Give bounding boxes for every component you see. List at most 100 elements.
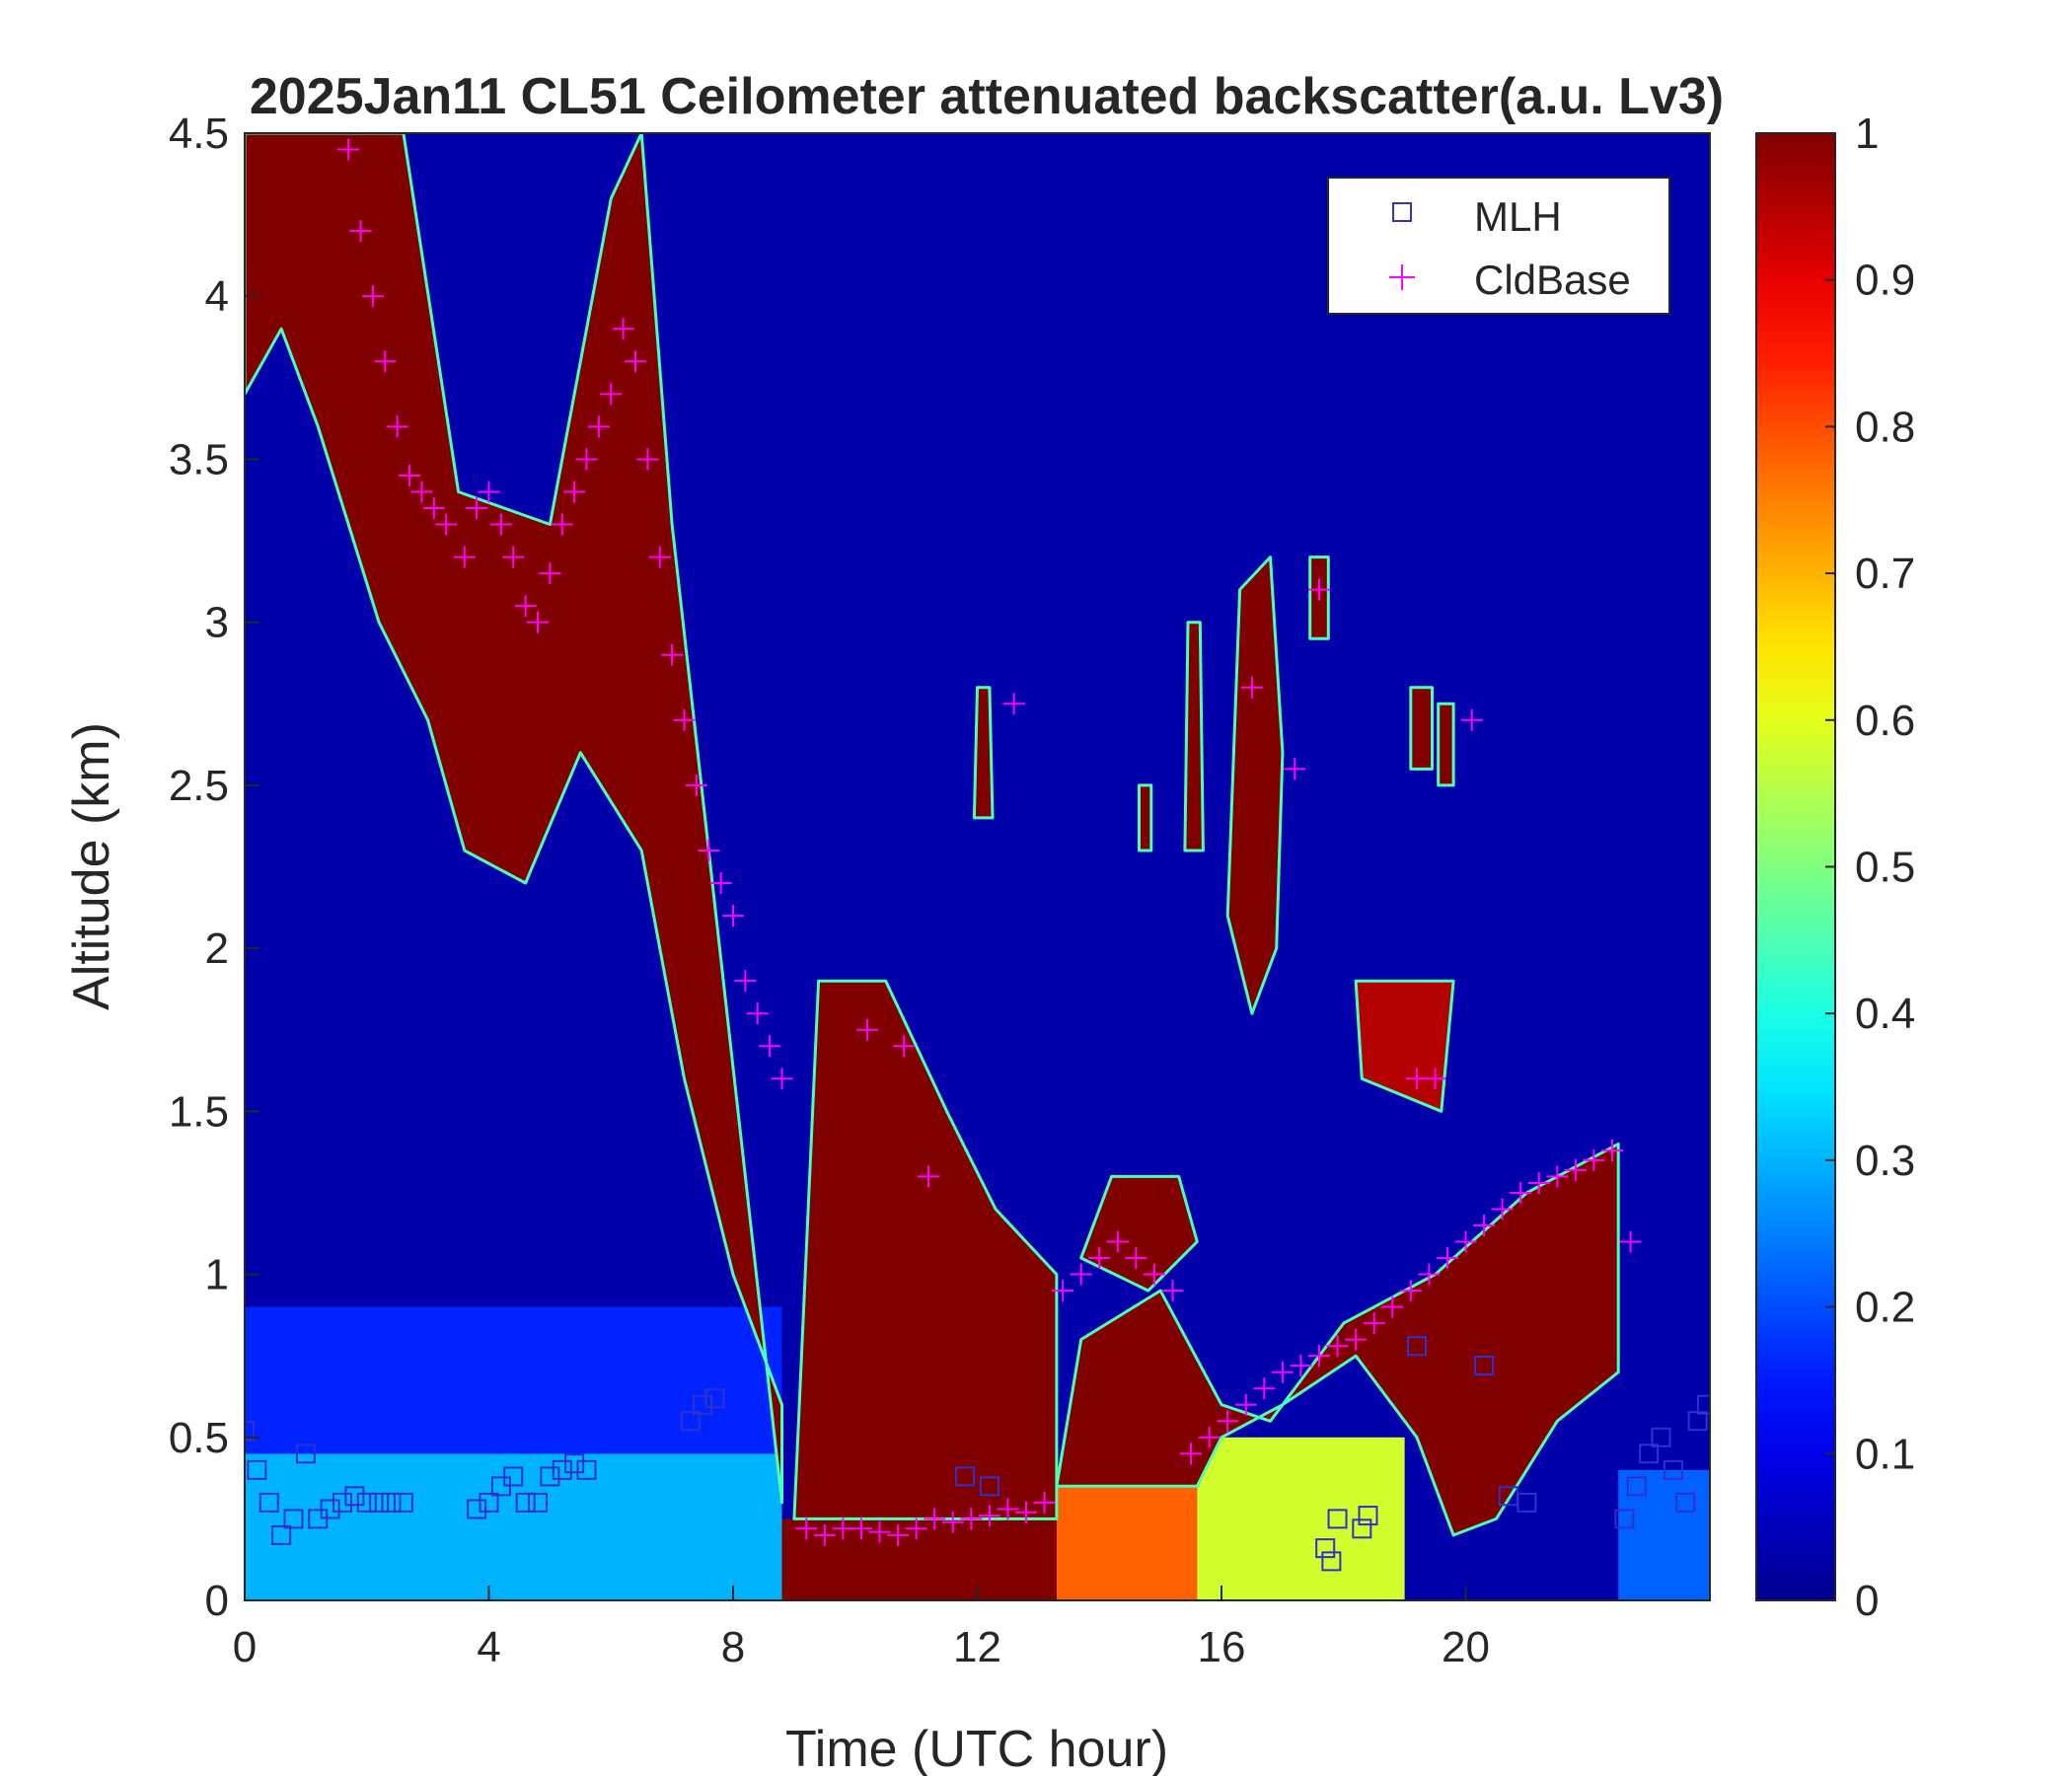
cldbase-point (1406, 1068, 1428, 1090)
colorbar-ticks: 0 0.1 0.2 0.3 0.4 0.5 0.6 0.7 0.8 0.9 1 (1825, 110, 1915, 1625)
cldbase-point (771, 1068, 793, 1090)
cldbase-point (924, 1508, 946, 1530)
y-axis: 0 0.5 1 1.5 2 2.5 3 3.5 4 4.5 (169, 110, 259, 1625)
cldbase-point (1052, 1280, 1074, 1302)
chart-title: 2025Jan11 CL51 Ceilometer attenuated bac… (250, 68, 1724, 125)
mlh-point (1696, 1394, 1710, 1415)
x-tick-label: 20 (1442, 1623, 1490, 1671)
cldbase-point (575, 448, 598, 471)
mlh-point (333, 1492, 352, 1513)
cldbase-point (1326, 1335, 1349, 1358)
colorbar: 0 0.1 0.2 0.3 0.4 0.5 0.6 0.7 0.8 0.9 1 (1755, 110, 1915, 1625)
cldbase-point (1217, 1410, 1239, 1433)
background-region-2 (781, 1518, 1057, 1600)
legend-box (1327, 177, 1670, 315)
legend-label-mlh: MLH (1474, 193, 1562, 240)
cldbase-point (1619, 1230, 1642, 1253)
cldbase-point (489, 513, 512, 536)
cldbase-point (514, 595, 537, 618)
cldbase-point (1033, 1491, 1056, 1514)
mlh-point (1474, 1356, 1495, 1376)
cldbase-point (1234, 1393, 1257, 1416)
cldbase-point (746, 1002, 769, 1025)
y-tick-label: 1 (205, 1251, 229, 1299)
y-tick-label: 2.5 (169, 762, 229, 810)
cldbase-point (1527, 1172, 1550, 1195)
legend: MLH CldBase (1327, 177, 1670, 315)
colorbar-tick-label: 0 (1855, 1577, 1879, 1625)
cldbase-point (539, 562, 561, 585)
mlh-point (552, 1459, 572, 1480)
colorbar-tick-label: 0.6 (1855, 697, 1915, 745)
legend-marker-mlh (1392, 202, 1412, 222)
cldbase-point (1290, 1355, 1312, 1377)
cldbase-point (1253, 1377, 1276, 1400)
cldbase-point (349, 220, 372, 243)
cldbase-point (435, 513, 458, 536)
cldbase-point (1546, 1165, 1569, 1188)
colorbar-tick-label: 0.8 (1855, 403, 1915, 451)
y-tick-label: 0.5 (169, 1414, 229, 1462)
cldbase-point (709, 872, 732, 895)
cldbase-point (1424, 1068, 1446, 1090)
mlh-point (245, 1421, 255, 1442)
legend-marker-cldbase (1389, 264, 1415, 290)
cldbase-point (1601, 1139, 1623, 1161)
colorbar-tick-label: 0.9 (1855, 257, 1915, 305)
cldbase-point (759, 1035, 781, 1058)
cldbase-point (453, 546, 476, 568)
y-tick-label: 1.5 (169, 1087, 229, 1136)
y-tick-label: 2 (205, 925, 229, 973)
cldbase-point (978, 1505, 1000, 1527)
cldbase-point (1271, 1361, 1294, 1383)
y-tick-label: 3 (205, 599, 229, 647)
mlh-point (1614, 1509, 1635, 1529)
colorbar-tick-label: 0.5 (1855, 844, 1915, 892)
legend-label-cldbase: CldBase (1474, 257, 1631, 303)
y-tick-label: 4.5 (169, 110, 229, 158)
cloud-layer-6 (1138, 783, 1153, 852)
cldbase-point (625, 350, 646, 373)
mlh-point (503, 1466, 524, 1487)
cldbase-point (1070, 1263, 1092, 1286)
cldbase-point (361, 285, 384, 308)
cldbase-point (1106, 1230, 1129, 1253)
cldbase-point (893, 1035, 916, 1058)
cldbase-point (1125, 1247, 1147, 1270)
cldbase-point (887, 1523, 910, 1546)
cldbase-point (636, 448, 659, 471)
colorbar-tick-label: 0.4 (1855, 990, 1915, 1038)
mlh-point (295, 1443, 316, 1464)
cldbase-point (527, 611, 549, 633)
cldbase-point (1436, 1247, 1458, 1270)
colorbar-tick-label: 0.3 (1855, 1137, 1915, 1185)
cldbase-point (1088, 1247, 1111, 1270)
y-tick-label: 4 (205, 272, 229, 321)
cldbase-point (612, 318, 634, 340)
cldbase-point (734, 970, 757, 993)
cldbase-point (600, 383, 623, 406)
cldbase-point (1161, 1280, 1184, 1302)
cldbase-point (374, 350, 397, 373)
cldbase-point (1454, 1230, 1477, 1253)
cldbase-point (1460, 708, 1483, 731)
mlh-point (320, 1499, 340, 1519)
cldbase-point (1284, 758, 1306, 780)
cldbase-point (856, 1018, 879, 1041)
y-axis-label: Altitude (km) (63, 722, 120, 1010)
cldbase-point (1510, 1181, 1532, 1204)
cldbase-point (1308, 578, 1330, 601)
mlh-point (271, 1524, 292, 1545)
cldbase-point (673, 708, 696, 731)
cldbase-point (1381, 1295, 1404, 1318)
cldbase-point (1240, 676, 1263, 699)
cloud-layer-5 (972, 686, 995, 820)
cldbase-point (997, 1498, 1019, 1520)
cldbase-point (466, 497, 488, 520)
cldbase-point (1180, 1443, 1203, 1465)
mlh-point (955, 1466, 976, 1487)
cldbase-point (850, 1517, 872, 1540)
cldbase-point (1143, 1263, 1165, 1286)
colorbar-tick-label: 0.2 (1855, 1284, 1915, 1332)
